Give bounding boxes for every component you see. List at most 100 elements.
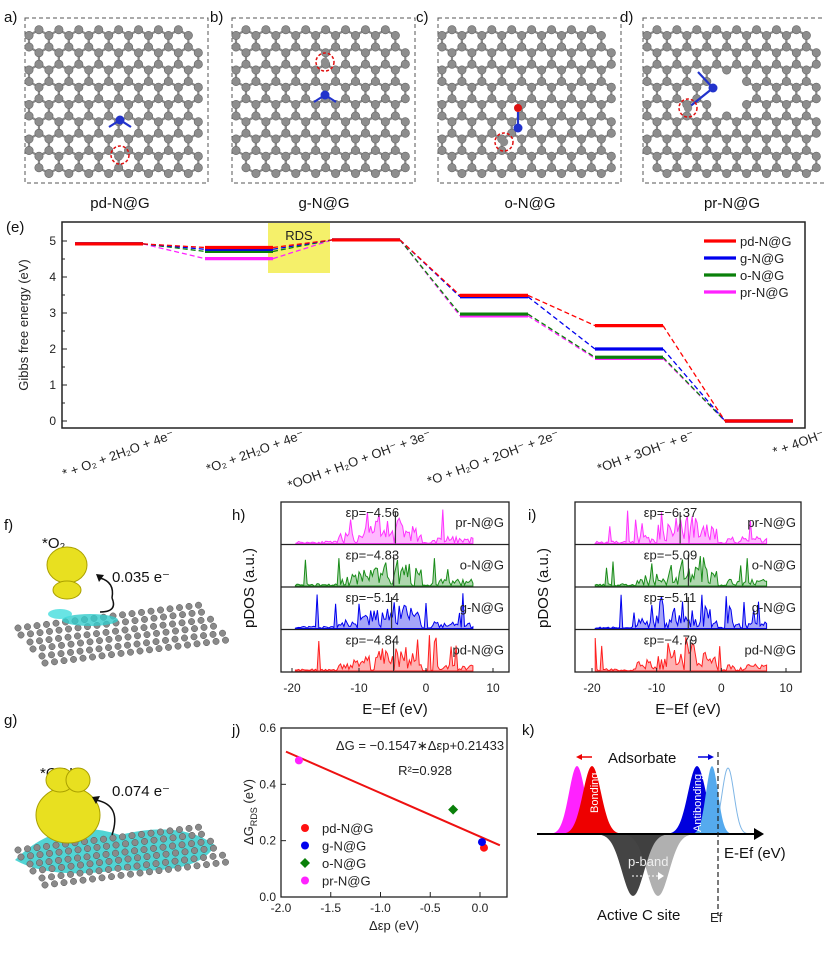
carbon-atom xyxy=(174,864,182,872)
carbon-atom xyxy=(143,639,150,647)
carbon-atom xyxy=(185,824,193,832)
carbon-atom xyxy=(163,30,173,40)
carbon-atom xyxy=(702,42,712,52)
carbon-atom xyxy=(321,163,331,173)
carbon-atom xyxy=(537,77,547,87)
carbon-atom xyxy=(57,650,65,658)
carbon-atom xyxy=(682,42,692,52)
carbon-atom xyxy=(169,842,176,850)
energy-connector xyxy=(662,348,726,422)
fit-equation: ΔG = −0.1547∗Δεp+0.21433 xyxy=(336,738,504,753)
carbon-atom xyxy=(507,82,517,92)
carbon-atom xyxy=(801,169,811,179)
carbon-atom xyxy=(36,637,43,645)
carbon-atom xyxy=(467,128,477,138)
series-o-N@G xyxy=(75,238,793,423)
carbon-atom xyxy=(114,25,124,35)
carbon-atom xyxy=(682,169,692,179)
carbon-atom xyxy=(791,163,801,173)
carbon-atom xyxy=(112,841,120,849)
x-axis-label: Δεp (eV) xyxy=(369,918,419,933)
carbon-atom xyxy=(173,48,183,58)
carbon-atom xyxy=(390,42,400,52)
carbon-atom xyxy=(281,94,291,104)
carbon-atom xyxy=(203,861,210,869)
carbon-atom xyxy=(212,637,220,645)
carbon-atom xyxy=(390,134,400,144)
carbon-atom xyxy=(682,65,692,75)
oxygen-atom xyxy=(514,104,522,112)
carbon-atom xyxy=(351,30,361,40)
carbon-atom xyxy=(44,111,54,121)
carbon-atom xyxy=(94,151,104,161)
carbon-atom xyxy=(566,59,576,69)
n-bond xyxy=(687,87,714,109)
carbon-atom xyxy=(586,128,596,138)
carbon-atom xyxy=(271,146,281,156)
p-band-center-label: εp=−4.84 xyxy=(346,633,400,648)
carbon-atom xyxy=(781,169,791,179)
carbon-atom xyxy=(606,128,616,138)
carbon-atom xyxy=(94,128,104,138)
carbon-atom xyxy=(507,117,517,127)
carbon-atom xyxy=(586,151,596,161)
p-band-center-label: εp=−5.11 xyxy=(644,590,697,605)
carbon-atom xyxy=(576,100,586,110)
carbon-atom xyxy=(36,859,43,867)
carbon-atom xyxy=(642,42,652,52)
carbon-atom xyxy=(642,65,652,75)
carbon-atom xyxy=(65,847,72,855)
carbon-atom xyxy=(83,631,91,639)
arrowhead-icon xyxy=(658,872,664,880)
carbon-atom xyxy=(173,94,183,104)
carbon-atom xyxy=(682,146,692,156)
carbon-atom xyxy=(84,169,94,179)
carbon-atom xyxy=(662,146,672,156)
carbon-atom xyxy=(138,830,145,838)
carbon-atom xyxy=(112,627,119,635)
carbon-atom xyxy=(702,134,712,144)
active-site-label: Active C site xyxy=(597,907,680,924)
carbon-atom xyxy=(437,77,447,87)
carbon-atom xyxy=(176,826,183,834)
x-tick-label: -2.0 xyxy=(271,901,292,915)
carbon-atom xyxy=(84,146,94,156)
carbon-atom xyxy=(193,640,201,648)
carbon-atom xyxy=(44,146,54,156)
carbon-atom xyxy=(467,25,477,35)
y-axis-label: pDOS (a.u.) xyxy=(535,548,552,628)
carbon-atom xyxy=(169,834,177,842)
carbon-atom xyxy=(781,146,791,156)
carbon-atom xyxy=(771,25,781,35)
carbon-atom xyxy=(692,117,702,127)
carbon-atom xyxy=(370,77,380,87)
carbon-atom xyxy=(231,111,241,121)
carbon-atom xyxy=(537,111,547,121)
carbon-atom xyxy=(341,59,351,69)
carbon-atom xyxy=(291,42,301,52)
carbon-atom xyxy=(181,856,188,864)
carbon-atom xyxy=(136,647,144,655)
p-band-center-label: εp=−5.14 xyxy=(346,590,400,605)
depletion-lobe xyxy=(62,614,118,626)
slab-ooh xyxy=(14,823,229,889)
carbon-atom xyxy=(331,111,341,121)
carbon-atom xyxy=(146,868,153,876)
carbon-atom xyxy=(331,146,341,156)
carbon-atom xyxy=(104,134,114,144)
carbon-atom xyxy=(55,626,63,634)
bonding-peak-shifted xyxy=(549,766,605,834)
carbon-atom xyxy=(811,48,821,58)
carbon-atom xyxy=(94,94,104,104)
carbon-atom xyxy=(67,870,74,878)
row-label: pd-N@G xyxy=(745,643,797,658)
carbon-atom xyxy=(143,861,150,869)
carbon-atom xyxy=(173,59,183,69)
carbon-atom xyxy=(153,117,163,127)
carbon-atom xyxy=(89,875,96,883)
carbon-atom xyxy=(114,59,124,69)
carbon-atom xyxy=(241,48,251,58)
carbon-atom xyxy=(811,82,821,92)
x-tick-label: 0 xyxy=(718,681,725,695)
carbon-atom xyxy=(241,117,251,127)
